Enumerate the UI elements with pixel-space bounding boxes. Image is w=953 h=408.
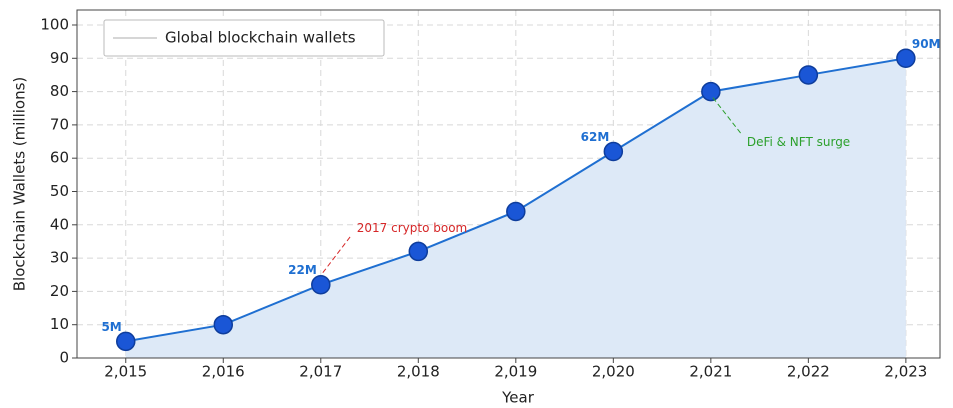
area bbox=[125, 58, 906, 359]
marker bbox=[701, 81, 721, 102]
x-tick-label: 2,020 bbox=[592, 363, 635, 381]
y-tick-label: 70 bbox=[50, 115, 69, 133]
marker bbox=[213, 314, 234, 335]
marker bbox=[116, 331, 136, 352]
x-tick-label: 2,016 bbox=[202, 363, 245, 381]
value-label: 5M bbox=[101, 320, 121, 334]
marker bbox=[506, 201, 526, 222]
marker bbox=[798, 65, 819, 85]
x-tick-label: 2,018 bbox=[397, 363, 440, 381]
plot-frame bbox=[76, 9, 941, 359]
marker bbox=[603, 141, 624, 162]
annotation: 2017 crypto boom bbox=[357, 221, 467, 235]
marker bbox=[896, 48, 916, 69]
y-tick-label: 90 bbox=[50, 49, 69, 67]
x-tick-label: 2,022 bbox=[787, 363, 830, 381]
legend-box bbox=[103, 19, 385, 57]
x-tick-label: 2,019 bbox=[494, 363, 537, 381]
y-tick-label: 50 bbox=[50, 182, 69, 200]
annotation: DeFi & NFT surge bbox=[747, 135, 850, 149]
x-tick-label: 2,021 bbox=[689, 363, 732, 381]
y-tick-label: 30 bbox=[50, 249, 69, 267]
marker bbox=[408, 241, 429, 262]
value-label: 62M bbox=[581, 130, 610, 144]
y-axis-label: Blockchain Wallets (millions) bbox=[11, 77, 29, 292]
y-tick-label: 20 bbox=[50, 282, 69, 300]
legend-label: Global blockchain wallets bbox=[165, 29, 356, 47]
x-tick-label: 2,023 bbox=[884, 363, 927, 381]
y-tick-label: 80 bbox=[50, 82, 69, 100]
y-tick-label: 10 bbox=[50, 315, 69, 333]
marker bbox=[311, 274, 331, 295]
value-label: 22M bbox=[288, 263, 317, 277]
x-tick-label: 2,015 bbox=[104, 363, 147, 381]
x-tick-label: 2,017 bbox=[299, 363, 342, 381]
y-tick-label: 100 bbox=[40, 15, 69, 33]
y-tick-label: 0 bbox=[59, 349, 69, 367]
y-tick-label: 60 bbox=[50, 149, 69, 167]
y-tick-label: 40 bbox=[50, 215, 69, 233]
value-label: 90M bbox=[912, 37, 941, 51]
annotation-arrow bbox=[322, 234, 353, 274]
x-axis-label: Year bbox=[501, 389, 535, 407]
